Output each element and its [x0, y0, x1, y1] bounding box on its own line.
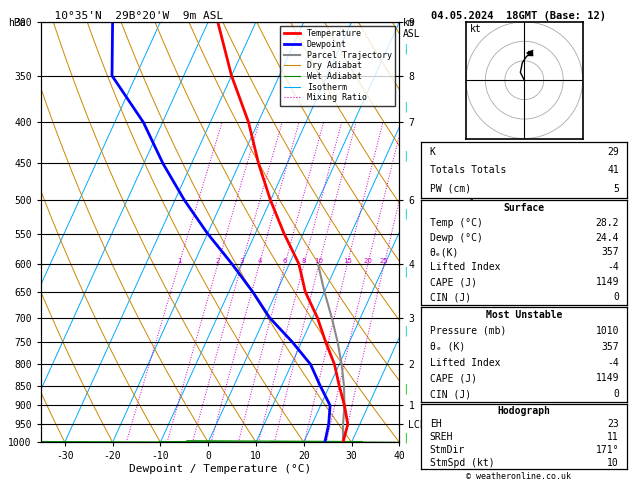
- Legend: Temperature, Dewpoint, Parcel Trajectory, Dry Adiabat, Wet Adiabat, Isotherm, Mi: Temperature, Dewpoint, Parcel Trajectory…: [281, 26, 395, 105]
- Text: 1149: 1149: [596, 278, 619, 287]
- Text: 10: 10: [607, 457, 619, 468]
- Text: 171°: 171°: [596, 445, 619, 454]
- Text: |: |: [402, 43, 408, 54]
- Text: 357: 357: [601, 247, 619, 258]
- Text: 357: 357: [601, 342, 619, 351]
- Text: 0: 0: [613, 389, 619, 399]
- Text: CIN (J): CIN (J): [430, 292, 470, 302]
- Text: 3: 3: [240, 258, 244, 264]
- Text: |: |: [402, 383, 408, 394]
- Text: θₑ (K): θₑ (K): [430, 342, 465, 351]
- Text: 15: 15: [343, 258, 352, 264]
- Text: 1149: 1149: [596, 373, 619, 383]
- Text: |: |: [402, 102, 408, 112]
- Text: 04.05.2024  18GMT (Base: 12): 04.05.2024 18GMT (Base: 12): [431, 11, 606, 21]
- Text: EH: EH: [430, 419, 442, 429]
- Text: 41: 41: [607, 165, 619, 175]
- Text: StmDir: StmDir: [430, 445, 465, 454]
- Text: Totals Totals: Totals Totals: [430, 165, 506, 175]
- Text: 0: 0: [613, 292, 619, 302]
- Text: 24.4: 24.4: [596, 232, 619, 243]
- Text: -4: -4: [607, 262, 619, 273]
- Text: 11: 11: [607, 432, 619, 442]
- Text: Lifted Index: Lifted Index: [430, 262, 500, 273]
- Text: Surface: Surface: [504, 203, 545, 213]
- Text: Most Unstable: Most Unstable: [486, 310, 562, 320]
- Text: 29: 29: [607, 147, 619, 156]
- Text: 8: 8: [302, 258, 306, 264]
- Text: Hodograph: Hodograph: [498, 406, 551, 416]
- Text: km
ASL: km ASL: [403, 17, 421, 39]
- Text: Lifted Index: Lifted Index: [430, 358, 500, 367]
- X-axis label: Dewpoint / Temperature (°C): Dewpoint / Temperature (°C): [129, 464, 311, 474]
- Text: K: K: [430, 147, 435, 156]
- Text: 10: 10: [314, 258, 323, 264]
- Text: 6: 6: [283, 258, 287, 264]
- Text: kt: kt: [470, 24, 482, 34]
- Y-axis label: Mixing Ratio (g/kg): Mixing Ratio (g/kg): [465, 176, 475, 288]
- Text: |: |: [402, 267, 408, 278]
- Text: SREH: SREH: [430, 432, 453, 442]
- Text: |: |: [402, 432, 408, 443]
- Text: |: |: [402, 325, 408, 336]
- Text: 10°35'N  29B°20'W  9m ASL: 10°35'N 29B°20'W 9m ASL: [41, 11, 223, 21]
- Text: θₑ(K): θₑ(K): [430, 247, 459, 258]
- Text: 1010: 1010: [596, 326, 619, 336]
- Text: |: |: [402, 208, 408, 219]
- Text: © weatheronline.co.uk: © weatheronline.co.uk: [466, 472, 571, 481]
- Text: CAPE (J): CAPE (J): [430, 278, 477, 287]
- Text: CAPE (J): CAPE (J): [430, 373, 477, 383]
- Text: PW (cm): PW (cm): [430, 184, 470, 194]
- Text: 23: 23: [607, 419, 619, 429]
- Text: |: |: [402, 150, 408, 161]
- Text: 25: 25: [380, 258, 389, 264]
- Text: hPa: hPa: [9, 17, 26, 28]
- Text: 20: 20: [364, 258, 372, 264]
- Text: StmSpd (kt): StmSpd (kt): [430, 457, 494, 468]
- Text: 28.2: 28.2: [596, 218, 619, 227]
- Text: 5: 5: [613, 184, 619, 194]
- Text: Pressure (mb): Pressure (mb): [430, 326, 506, 336]
- Text: 1: 1: [177, 258, 181, 264]
- Text: CIN (J): CIN (J): [430, 389, 470, 399]
- Text: -4: -4: [607, 358, 619, 367]
- Text: 2: 2: [216, 258, 220, 264]
- Text: Dewp (°C): Dewp (°C): [430, 232, 482, 243]
- Text: Temp (°C): Temp (°C): [430, 218, 482, 227]
- Text: 4: 4: [257, 258, 262, 264]
